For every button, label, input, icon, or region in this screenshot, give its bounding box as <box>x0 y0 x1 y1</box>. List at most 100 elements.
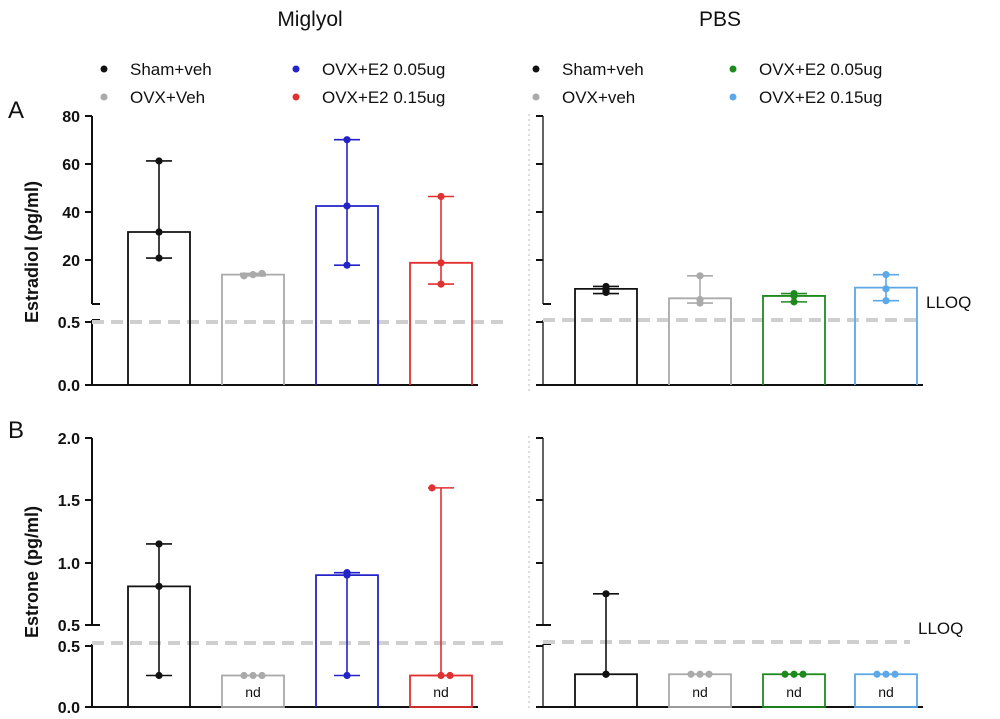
data-point <box>696 670 704 678</box>
header-miglyol: Miglyol <box>277 8 342 31</box>
bar <box>574 673 638 708</box>
legend-label-pbs-ovx-e2-015: OVX+E2 0.15ug <box>759 88 882 107</box>
data-point <box>155 582 163 590</box>
nd-label: nd <box>433 684 449 700</box>
data-point <box>790 292 798 300</box>
data-point <box>891 670 899 678</box>
legend-dot-pbs-ovx-veh <box>532 93 540 101</box>
legend-left: Sham+veh OVX+Veh OVX+E2 0.05ug OVX+E2 0.… <box>100 60 445 107</box>
legend-dot-pbs-sham-veh <box>532 65 540 73</box>
bar-lower <box>315 644 379 707</box>
y-tick-label: 80 <box>62 109 80 126</box>
legend-dot-pbs-ovx-e2-005 <box>729 65 737 73</box>
data-point <box>437 671 445 680</box>
bar-lower <box>221 320 285 385</box>
legend-label-ovx-veh: OVX+Veh <box>130 88 205 107</box>
data-point <box>343 571 351 579</box>
data-point <box>790 298 798 306</box>
data-point <box>437 259 445 267</box>
data-point <box>155 540 163 548</box>
data-point <box>882 271 890 279</box>
nd-label: nd <box>878 684 894 700</box>
lloq-label-b: LLOQ <box>918 619 963 638</box>
nd-label: nd <box>786 684 802 700</box>
data-point <box>446 671 454 680</box>
data-point <box>249 271 257 279</box>
y-tick-label: 2.0 <box>58 431 80 448</box>
legend-dot-ovx-e2-015 <box>292 93 300 101</box>
bar-lower <box>668 320 732 385</box>
legend-label-pbs-sham-veh: Sham+veh <box>562 60 644 79</box>
data-point <box>873 670 881 678</box>
lloq-label-a: LLOQ <box>926 293 971 312</box>
bar <box>221 273 285 304</box>
y-axis-label-estradiol: Estradiol (pg/ml) <box>22 181 42 323</box>
bar-lower <box>409 320 473 385</box>
data-point <box>240 671 248 680</box>
y-axis-label-estrone: Estrone (pg/ml) <box>22 506 42 638</box>
panel-label-a: A <box>8 97 24 124</box>
data-point <box>602 590 610 598</box>
bar-lower <box>127 644 191 707</box>
y-tick-label: 0.0 <box>58 378 80 395</box>
nd-label: nd <box>245 684 261 700</box>
data-point <box>343 261 351 269</box>
bar-lower <box>854 320 918 385</box>
legend-label-ovx-e2-005: OVX+E2 0.05ug <box>322 60 445 79</box>
data-point <box>258 671 266 680</box>
data-point <box>687 670 695 678</box>
legend-label-sham-veh: Sham+veh <box>130 60 212 79</box>
y-tick-label: 0.5 <box>58 315 80 332</box>
data-point <box>258 269 266 278</box>
legend-dot-pbs-ovx-e2-015 <box>729 93 737 101</box>
data-point <box>882 297 890 305</box>
y-tick-label: 0.5 <box>58 639 80 656</box>
legend-dot-sham-veh <box>100 65 108 73</box>
data-point <box>343 202 351 210</box>
data-point <box>155 157 163 165</box>
data-point <box>781 670 789 678</box>
legend-dot-ovx-veh <box>100 93 108 101</box>
data-point <box>882 670 890 678</box>
data-point <box>799 670 807 678</box>
data-point <box>428 484 436 492</box>
data-point <box>790 670 798 678</box>
data-point <box>437 280 445 288</box>
legend-label-pbs-ovx-veh: OVX+veh <box>562 88 635 107</box>
bar-lower <box>315 320 379 385</box>
y-tick-label: 40 <box>62 205 80 222</box>
legend-dot-ovx-e2-005 <box>292 65 300 73</box>
y-tick-label: 0.5 <box>58 618 80 635</box>
data-point <box>249 671 257 680</box>
data-point <box>343 671 351 680</box>
data-point <box>882 285 890 293</box>
data-point <box>155 254 163 262</box>
data-point <box>602 670 610 678</box>
bar-lower <box>762 320 826 385</box>
legend-right: Sham+veh OVX+veh OVX+E2 0.05ug OVX+E2 0.… <box>532 60 882 107</box>
data-point <box>437 192 445 201</box>
y-tick-label: 20 <box>62 253 80 270</box>
data-point <box>155 228 163 236</box>
data-point <box>696 295 704 304</box>
data-point <box>602 288 610 296</box>
y-tick-label: 1.5 <box>58 493 80 510</box>
plot-layer: 20 40 60 80 0.0 0.5 0.5 1.0 1.5 2.0 0.0 0.5 nd nd nd nd… <box>58 109 923 717</box>
y-tick-label: 60 <box>62 157 80 174</box>
legend-label-pbs-ovx-e2-005: OVX+E2 0.05ug <box>759 60 882 79</box>
data-point <box>602 282 610 291</box>
legend-label-ovx-e2-015: OVX+E2 0.15ug <box>322 88 445 107</box>
data-point <box>705 670 713 678</box>
y-tick-label: 1.0 <box>58 556 80 573</box>
data-point <box>240 272 248 280</box>
header-pbs: PBS <box>699 8 741 31</box>
data-point <box>696 272 704 280</box>
panel-label-b: B <box>8 417 24 444</box>
nd-label: nd <box>692 684 708 700</box>
data-point <box>343 136 351 144</box>
data-point <box>155 671 163 680</box>
bar-lower <box>127 320 191 385</box>
y-tick-label: 0.0 <box>58 700 80 717</box>
bar-lower <box>574 320 638 385</box>
